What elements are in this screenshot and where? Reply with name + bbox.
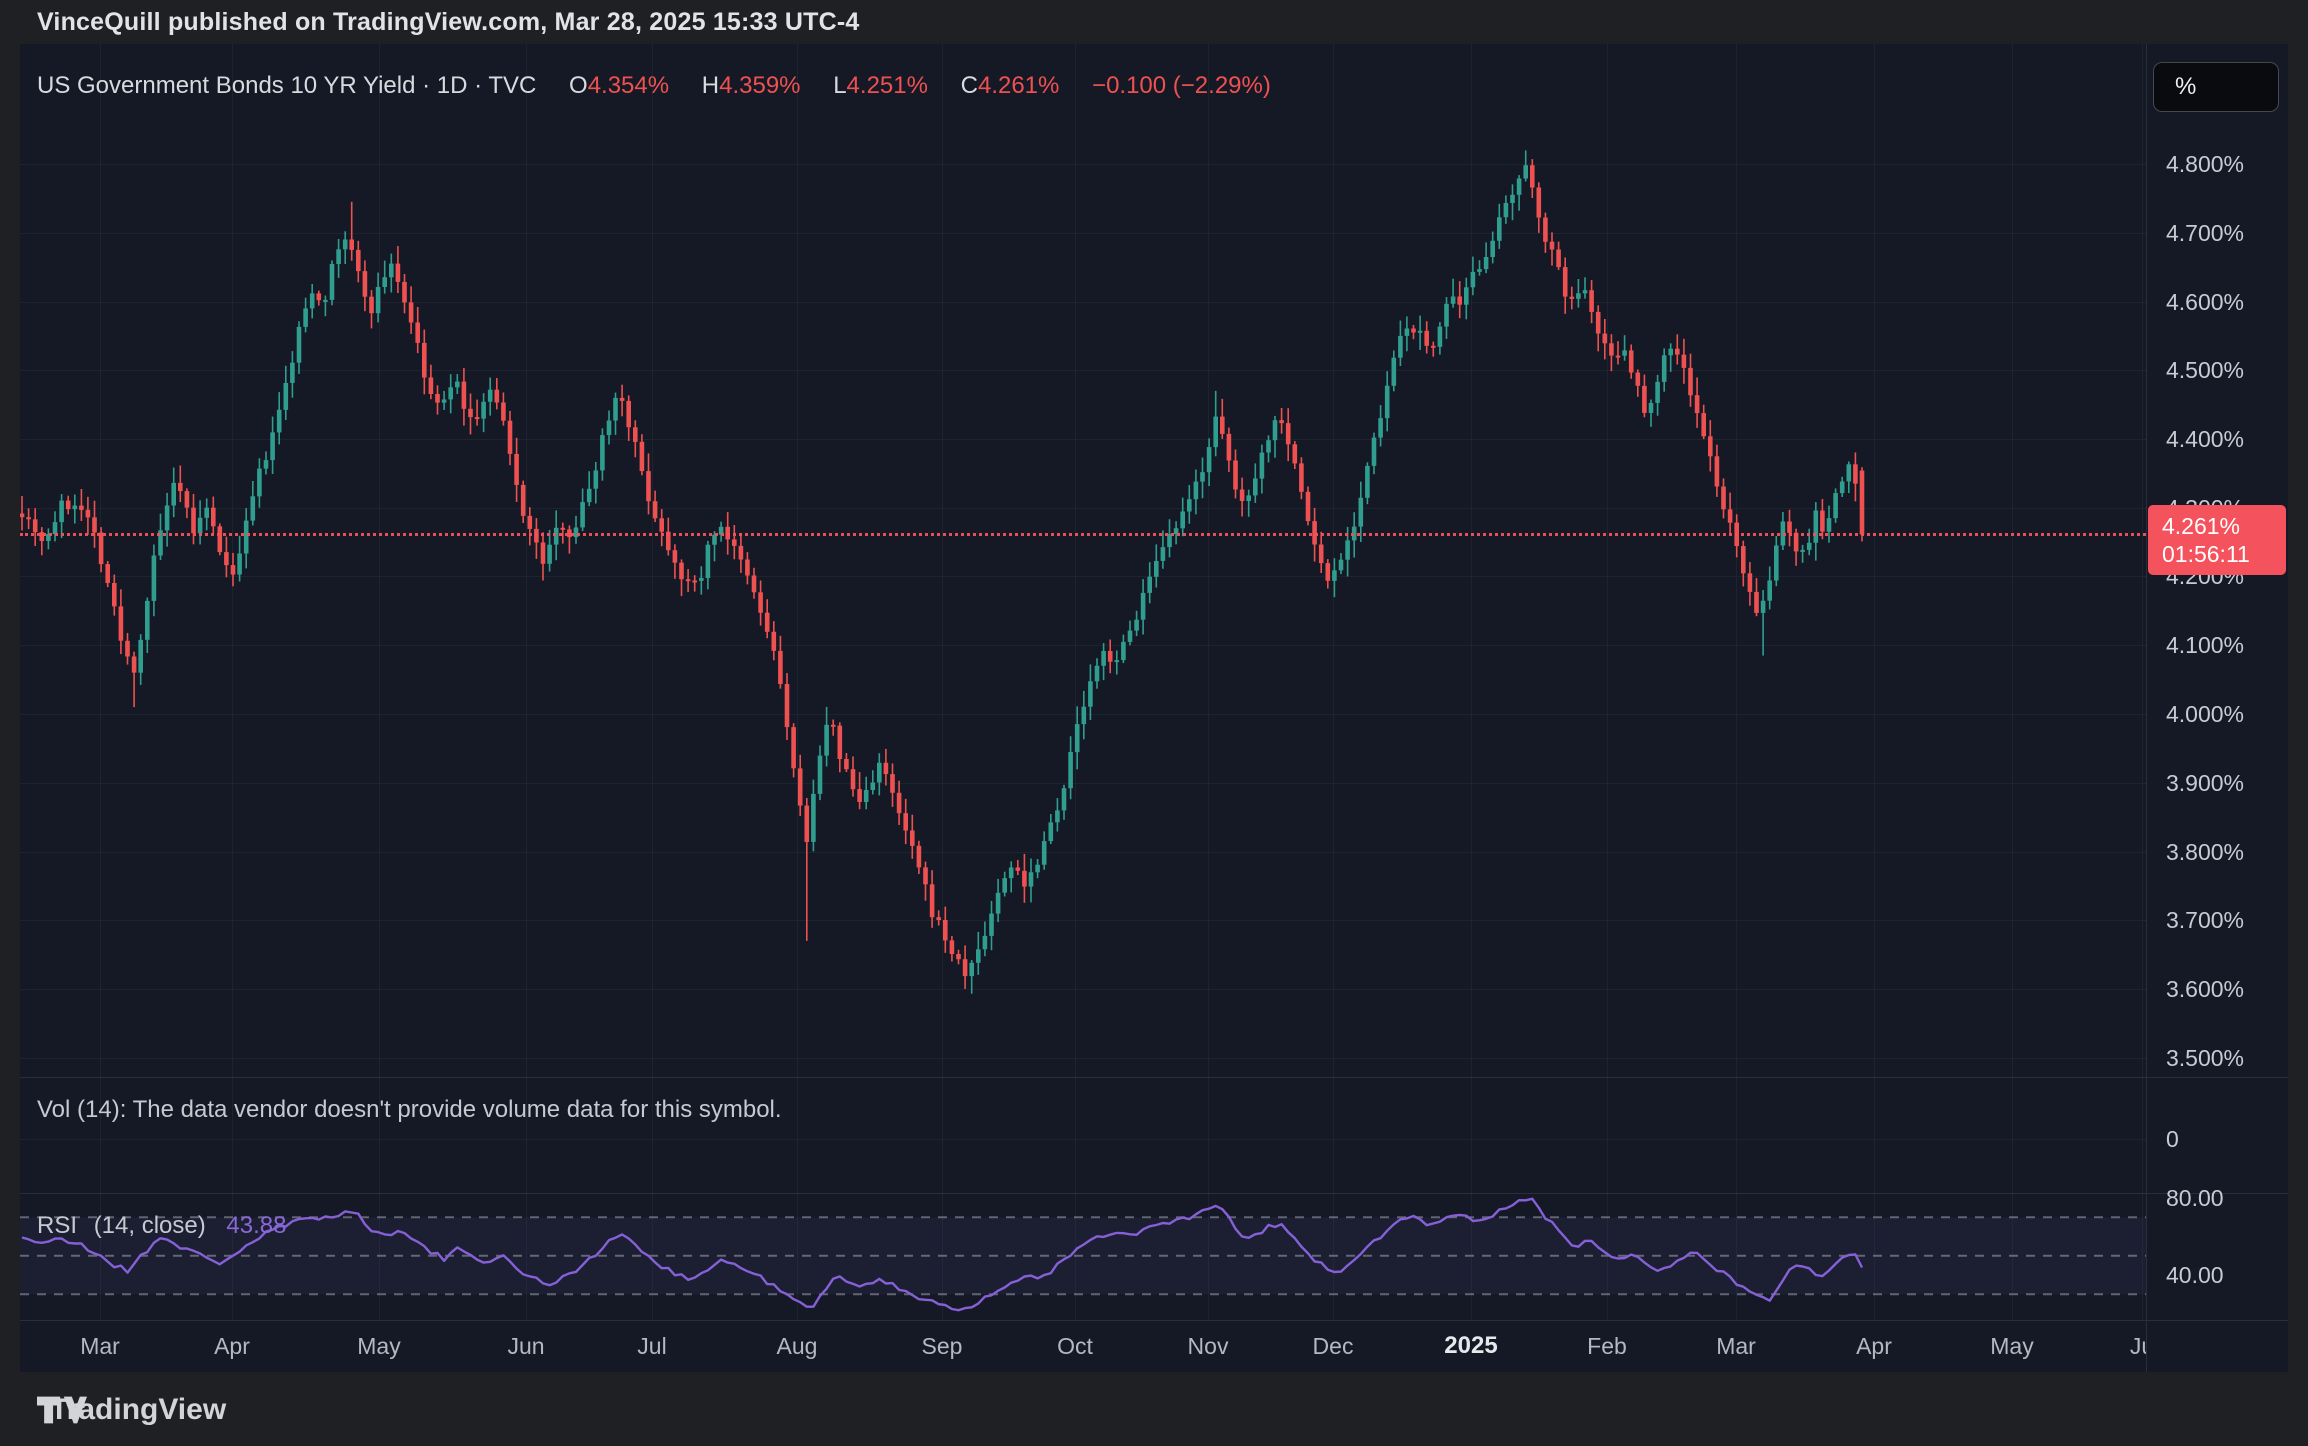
price-axis-label: 3.600% (2166, 976, 2245, 1002)
horizontal-gridline (20, 989, 2146, 990)
tradingview-attribution[interactable]: TradingView (37, 1386, 226, 1434)
vertical-gridline (652, 44, 653, 1320)
percent-scale-button[interactable]: % (2153, 62, 2279, 112)
price-axis-label: 3.900% (2166, 770, 2245, 796)
volume-axis-label: 0 (2166, 1126, 2179, 1152)
pane-separator-volume[interactable] (20, 1077, 2288, 1078)
vertical-gridline (1607, 44, 1608, 1320)
horizontal-gridline (20, 1058, 2146, 1059)
horizontal-gridline (20, 302, 2146, 303)
horizontal-gridline (20, 439, 2146, 440)
rsi-label: RSI (37, 1212, 78, 1239)
low-value: 4.251% (846, 72, 928, 99)
symbol-legend[interactable]: US Government Bonds 10 YR Yield · 1D · T… (37, 70, 1271, 102)
vertical-gridline (2012, 44, 2013, 1320)
candlestick-plot[interactable] (20, 44, 2146, 1077)
horizontal-gridline (20, 852, 2146, 853)
high-value: 4.359% (719, 72, 801, 99)
price-axis-label: 4.000% (2166, 701, 2245, 727)
time-axis-label: Feb (1587, 1333, 1627, 1359)
time-axis-label: May (357, 1333, 401, 1359)
rsi-axis-label: 40.00 (2166, 1262, 2224, 1288)
time-axis-label: Aug (776, 1333, 818, 1359)
vertical-gridline (100, 44, 101, 1320)
price-axis-label: 4.400% (2166, 426, 2245, 452)
time-axis[interactable]: Mar Apr May Jun Jul Aug Sep Oct Nov Dec 2025 Feb Mar… (20, 1320, 2146, 1372)
time-axis-label: Apr (214, 1333, 250, 1359)
vertical-gridline (526, 44, 527, 1320)
close-value: 4.261% (977, 72, 1060, 99)
time-axis-label: Jul (637, 1333, 667, 1359)
rsi-indicator-legend[interactable]: RSI (14, close) 43.88 (37, 1210, 286, 1242)
vertical-gridline (1333, 44, 1334, 1320)
horizontal-gridline (20, 370, 2146, 371)
horizontal-gridline (20, 645, 2146, 646)
vertical-gridline (1736, 44, 1737, 1320)
high-label: H (701, 72, 720, 99)
horizontal-gridline (20, 508, 2146, 509)
time-axis-label: Ju (2129, 1333, 2146, 1359)
vertical-gridline (2142, 44, 2143, 1320)
time-axis-label: Mar (1716, 1333, 1756, 1359)
vertical-gridline (232, 44, 233, 1320)
time-axis-label: Jun (507, 1333, 545, 1359)
vertical-gridline (1874, 44, 1875, 1320)
price-axis-label: 4.800% (2166, 151, 2245, 177)
publish-header-text: VinceQuill published on TradingView.com,… (37, 8, 860, 36)
symbol-title[interactable]: US Government Bonds 10 YR Yield · 1D · T… (37, 72, 537, 99)
low-label: L (833, 72, 847, 99)
time-axis-label: Sep (921, 1333, 963, 1359)
horizontal-gridline (20, 164, 2146, 165)
vertical-gridline (1075, 44, 1076, 1320)
time-axis-label: Dec (1312, 1333, 1354, 1359)
vertical-gridline (379, 44, 380, 1320)
rsi-plot[interactable] (20, 1193, 2146, 1320)
time-axis-label: Nov (1187, 1333, 1229, 1359)
change-value: −0.100 (−2.29%) (1092, 72, 1271, 99)
vertical-gridline (1471, 44, 1472, 1320)
rsi-value: 43.88 (226, 1212, 287, 1239)
publish-header: VinceQuill published on TradingView.com,… (0, 0, 2308, 44)
current-price-tag: 4.261% 01:56:11 (2148, 505, 2286, 575)
vertical-gridline (1208, 44, 1209, 1320)
time-axis-label: Apr (1856, 1333, 1892, 1359)
time-axis-label: Mar (80, 1333, 120, 1359)
current-price-tag-countdown: 01:56:11 (2162, 541, 2250, 567)
price-axis-label: 4.600% (2166, 289, 2245, 315)
open-value: 4.354% (587, 72, 670, 99)
tradingview-logo-icon (37, 1396, 87, 1424)
current-price-line (20, 533, 2146, 536)
price-axis-label: 3.500% (2166, 1045, 2245, 1071)
horizontal-gridline (20, 783, 2146, 784)
close-label: C (960, 72, 978, 99)
time-axis-label: May (1990, 1333, 2034, 1359)
time-axis-label: Oct (1057, 1333, 1093, 1359)
pane-separator-rsi[interactable] (20, 1193, 2288, 1194)
vertical-gridline (942, 44, 943, 1320)
price-axis-separator (2146, 44, 2147, 1372)
price-axis-label: 4.700% (2166, 220, 2245, 246)
horizontal-gridline (20, 576, 2146, 577)
horizontal-gridline (20, 233, 2146, 234)
rsi-params: (14, close) (93, 1212, 206, 1239)
price-axis-label: 3.800% (2166, 839, 2245, 865)
price-axis-label: 4.500% (2166, 357, 2245, 383)
volume-indicator-message[interactable]: Vol (14): The data vendor doesn't provid… (37, 1096, 782, 1123)
horizontal-gridline (20, 920, 2146, 921)
time-axis-separator (20, 1320, 2288, 1321)
current-price-tag-value: 4.261% (2162, 513, 2241, 539)
chart-panel[interactable]: US Government Bonds 10 YR Yield · 1D · T… (20, 44, 2288, 1372)
time-axis-label: 2025 (1444, 1332, 1498, 1359)
volume-zero-gridline (20, 1139, 2146, 1140)
open-label: O (569, 72, 588, 99)
vertical-gridline (797, 44, 798, 1320)
price-axis-label: 3.700% (2166, 907, 2245, 933)
price-axis-label: 4.100% (2166, 632, 2245, 658)
rsi-axis-label: 80.00 (2166, 1185, 2224, 1211)
